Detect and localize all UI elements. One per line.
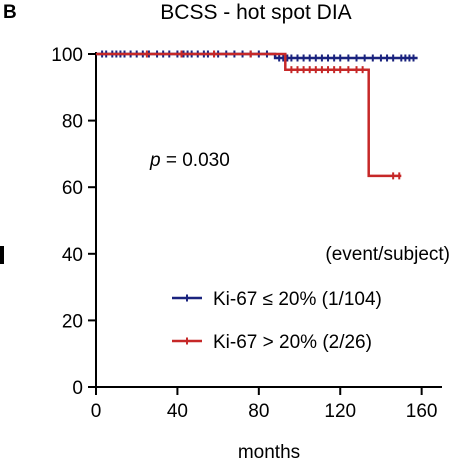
y-tick-label: 100 — [51, 45, 83, 66]
chart-title: BCSS - hot spot DIA — [160, 1, 352, 24]
y-tick-label: 20 — [62, 311, 83, 332]
axes: 0 20 40 60 80 100 0 40 80 120 160 — [51, 45, 442, 422]
y-tick-label: 40 — [62, 245, 83, 266]
x-tick-label: 0 — [91, 401, 102, 422]
x-tick-label: 40 — [167, 401, 188, 422]
x-tick-label: 80 — [248, 401, 269, 422]
panel-letter: B — [3, 2, 17, 23]
legend: Ki-67 ≤ 20% (1/104) Ki-67 > 20% (2/26) — [172, 289, 382, 353]
survival-curve-2 — [96, 52, 402, 178]
p-value-annotation: p = 0.030 — [149, 150, 230, 171]
legend-header: (event/subject) — [325, 244, 450, 265]
y-tick-label: 0 — [72, 378, 83, 399]
x-axis-label: months — [238, 442, 300, 463]
x-tick-label: 120 — [324, 401, 356, 422]
series-layer — [96, 50, 418, 180]
y-tick-label: 80 — [62, 112, 83, 133]
y-tick-label: 60 — [62, 178, 83, 199]
x-tick-label: 160 — [406, 401, 438, 422]
legend-label-2: Ki-67 > 20% (2/26) — [213, 332, 372, 353]
legend-label-1: Ki-67 ≤ 20% (1/104) — [213, 289, 382, 310]
left-edge-artifact — [0, 246, 4, 264]
